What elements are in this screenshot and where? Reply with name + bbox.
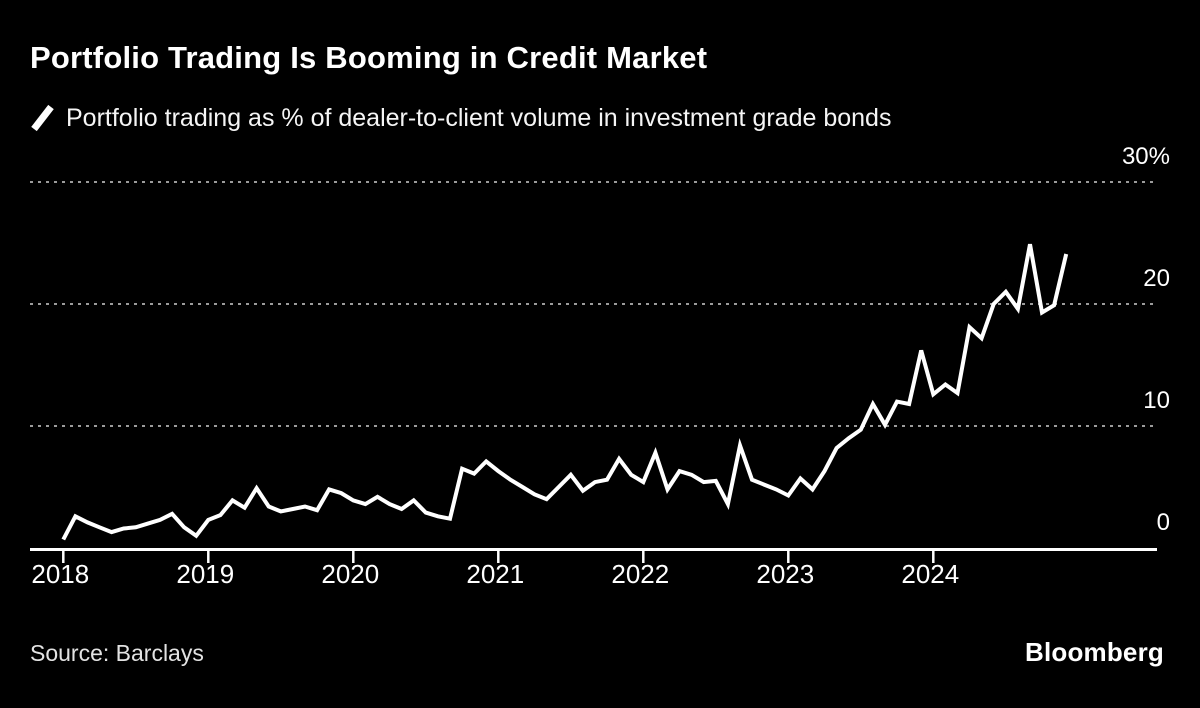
x-axis-label: 2021 — [466, 559, 525, 589]
x-axis-label: 2023 — [756, 559, 815, 589]
x-axis-label: 2020 — [321, 559, 380, 589]
x-axis-label: 2019 — [176, 559, 235, 589]
x-axis-label: 2022 — [611, 559, 670, 589]
source-note: Source: Barclays — [30, 640, 204, 666]
y-axis-label: 0 — [1156, 509, 1170, 536]
y-axis-label: 20 — [1143, 265, 1170, 292]
legend-label: Portfolio trading as % of dealer-to-clie… — [66, 103, 892, 132]
y-axis-label: 30% — [1121, 143, 1170, 170]
portfolio-trading-line — [61, 243, 1069, 541]
x-axis-label: 2018 — [31, 559, 90, 589]
y-axis-label: 10 — [1143, 387, 1170, 414]
line-series-key-icon — [31, 104, 54, 132]
chart-legend: Portfolio trading as % of dealer-to-clie… — [30, 103, 891, 133]
x-axis-label: 2024 — [901, 559, 960, 589]
chart-title: Portfolio Trading Is Booming in Credit M… — [30, 40, 708, 75]
bloomberg-logo: Bloomberg — [1024, 637, 1164, 667]
